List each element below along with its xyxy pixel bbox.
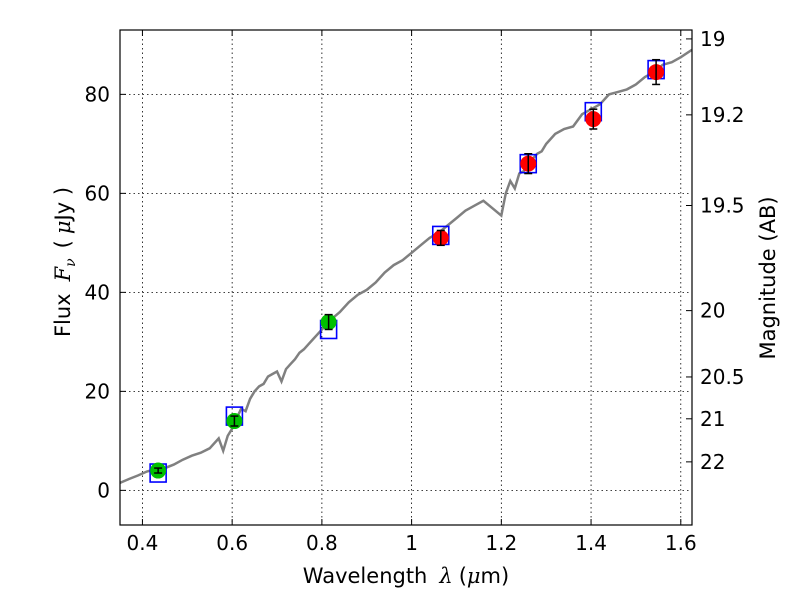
grid-lines — [120, 30, 692, 525]
y-tick-label: 60 — [85, 181, 110, 205]
axis-ticks: 0.4 0.6 0.8 1 1.2 1.4 1.6 0 20 40 60 80 19 19.2 19.5 20… — [85, 27, 745, 555]
y-tick-label: 20 — [85, 379, 110, 403]
y2-tick-label: 20 — [700, 299, 725, 323]
y2-tick-label: 22 — [700, 450, 725, 474]
data-series — [120, 48, 692, 485]
x-tick-label: 1.6 — [665, 531, 697, 555]
y2-tick-label: 21 — [700, 407, 725, 431]
y2-tick-label: 20.5 — [700, 365, 745, 389]
y2-tick-label: 19.5 — [700, 194, 745, 218]
y-tick-label: 80 — [85, 82, 110, 106]
y-tick-label: 40 — [85, 280, 110, 304]
x-axis-title: Wavelength λ (μm) — [303, 564, 509, 588]
x-tick-label: 1.2 — [485, 531, 517, 555]
plot-frame — [119, 29, 693, 526]
y2-axis-title: Magnitude (AB) — [756, 196, 780, 359]
x-tick-label: 1 — [405, 531, 418, 555]
x-tick-label: 1.4 — [575, 531, 607, 555]
x-tick-label: 0.6 — [216, 531, 248, 555]
x-tick-label: 0.4 — [127, 531, 159, 555]
x-tick-label: 0.8 — [306, 531, 338, 555]
y-axis-title: FluxFν(μJy ) — [51, 187, 79, 337]
y2-tick-label: 19 — [700, 27, 725, 51]
y-tick-label: 0 — [97, 478, 110, 502]
model-spectrum-line — [120, 48, 692, 485]
y2-tick-label: 19.2 — [700, 103, 745, 127]
